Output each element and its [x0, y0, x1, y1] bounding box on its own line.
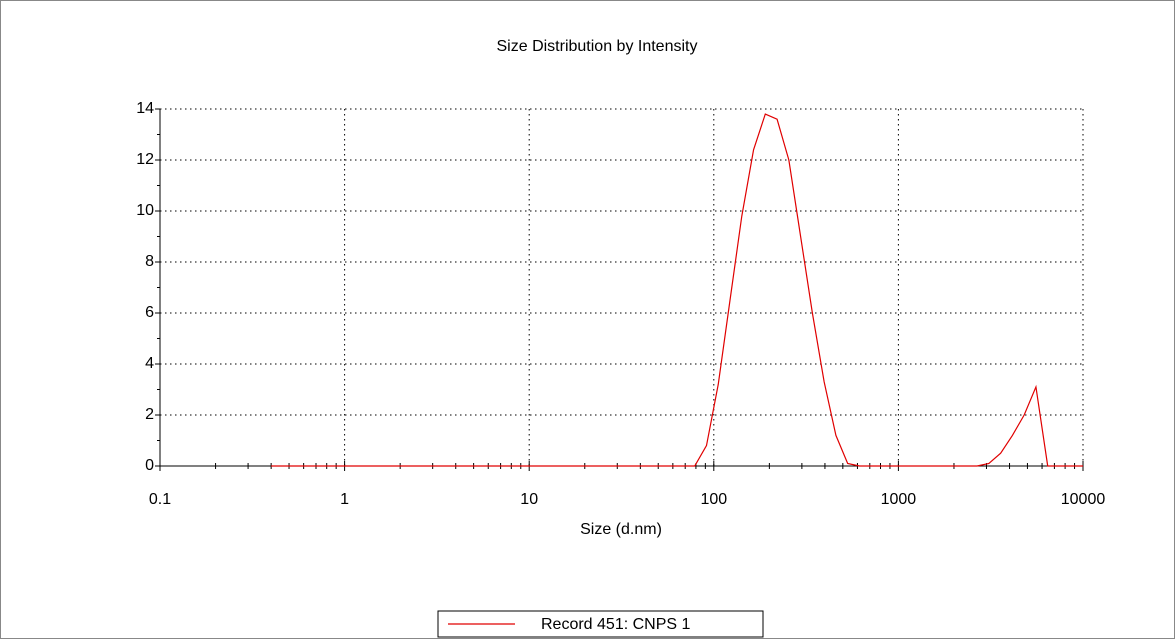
y-tick-label: 0	[145, 457, 154, 474]
x-tick-label: 10	[520, 491, 538, 508]
x-tick-label: 100	[700, 491, 727, 508]
y-tick-label: 8	[145, 253, 154, 270]
y-tick-label: 14	[136, 100, 154, 117]
y-tick-label: 2	[145, 406, 154, 423]
y-tick-label: 10	[136, 202, 154, 219]
y-tick-label: 4	[145, 355, 154, 372]
x-tick-label: 0.1	[149, 491, 171, 508]
x-tick-label: 10000	[1061, 491, 1106, 508]
legend-label: Record 451: CNPS 1	[541, 616, 691, 633]
chart-title: Size Distribution by Intensity	[497, 38, 698, 55]
data-line	[271, 113, 1083, 467]
x-tick-label: 1	[340, 491, 349, 508]
x-tick-label: 1000	[881, 491, 917, 508]
x-axis-label: Size (d.nm)	[580, 521, 662, 538]
y-tick-label: 6	[145, 304, 154, 321]
y-tick-label: 12	[136, 151, 154, 168]
